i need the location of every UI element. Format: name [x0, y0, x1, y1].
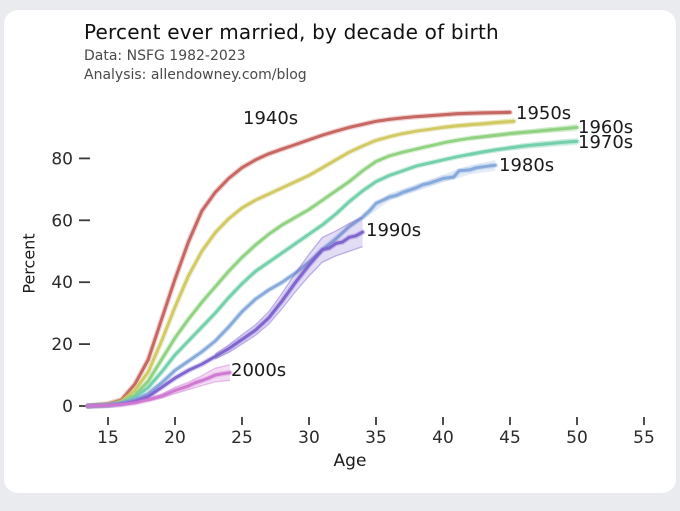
- curve-label-2000s: 2000s: [231, 360, 286, 381]
- curve-label-1960s: 1960s: [578, 117, 633, 138]
- x-axis-title: Age: [333, 451, 367, 471]
- curve-label-1970s: 1970s: [578, 132, 633, 153]
- y-tick-label-40: 40: [51, 273, 73, 293]
- chart-title: Percent ever married, by decade of birth: [84, 20, 499, 44]
- curve-label-1950s: 1950s: [516, 103, 571, 124]
- curve-1990s: [86, 230, 365, 408]
- x-tick-label-50: 50: [566, 428, 588, 448]
- curve-1970s: [86, 139, 579, 408]
- band-hi-edge-1990s: [214, 216, 363, 355]
- x-tick-label-15: 15: [97, 428, 119, 448]
- x-tick-label-40: 40: [432, 428, 454, 448]
- chart-card: [4, 10, 676, 493]
- curve-1940s: [86, 110, 512, 408]
- curve-label-1980s: 1980s: [499, 155, 554, 176]
- curve-1980s: [86, 163, 497, 408]
- x-tick-label-45: 45: [499, 428, 521, 448]
- curve-1960s: [86, 125, 579, 408]
- band-1990s: [215, 217, 363, 359]
- band-hi-edge-2000s: [147, 364, 231, 400]
- x-tick-label-55: 55: [633, 428, 655, 448]
- chart-subtitle-analysis: Analysis: allendowney.com/blog: [84, 67, 307, 83]
- curve-1950s: [86, 119, 516, 408]
- y-tick-label-60: 60: [51, 211, 73, 231]
- curve-2000s: [86, 371, 232, 408]
- y-tick-label-20: 20: [51, 335, 73, 355]
- y-tick-label-0: 0: [62, 397, 73, 417]
- band-lo-edge-1990s: [214, 245, 363, 360]
- band-1980s: [362, 159, 496, 221]
- band-lo-edge-2000s: [148, 379, 230, 402]
- curve-halo-1970s: [85, 138, 580, 409]
- x-tick-label-35: 35: [365, 428, 387, 448]
- x-tick-label-30: 30: [298, 428, 320, 448]
- x-tick-label-25: 25: [231, 428, 253, 448]
- curve-label-1940s: 1940s: [243, 108, 298, 129]
- y-tick-label-80: 80: [51, 149, 73, 169]
- x-tick-label-20: 20: [164, 428, 186, 448]
- chart-subtitle-data: Data: NSFG 1982-2023: [84, 48, 246, 64]
- curve-label-1990s: 1990s: [366, 220, 421, 241]
